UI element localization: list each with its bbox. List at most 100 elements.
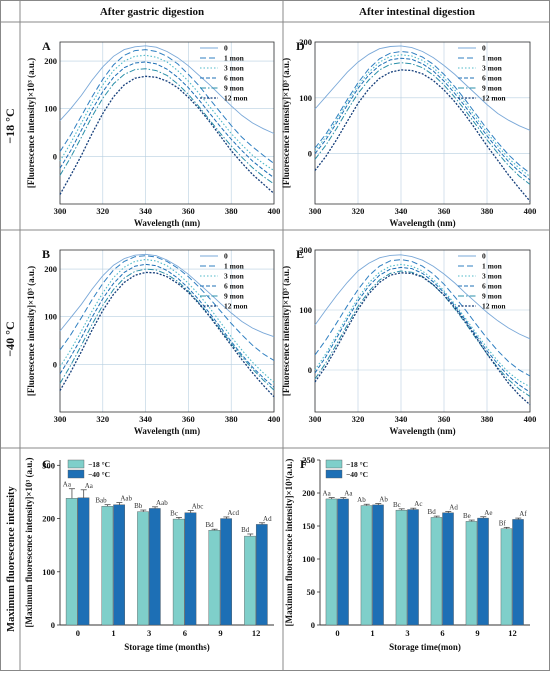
significance-label: Aab: [120, 495, 132, 503]
x-axis-label: Storage time (months): [124, 642, 209, 652]
series-line-1-mon: [314, 50, 531, 174]
y-axis-label: [Fluorescence intensity]×10³ (a.u.): [281, 58, 291, 188]
panel-letter-b: B: [42, 247, 50, 261]
x-tick-label: 9: [475, 628, 479, 638]
significance-label: Aa: [323, 490, 332, 498]
y-tick-label: 0: [308, 149, 312, 159]
legend-label: 1 mon: [224, 262, 245, 271]
series-line-0: [314, 45, 531, 131]
bar-minus40-1: [113, 504, 125, 626]
x-tick-label: 340: [395, 206, 408, 216]
x-axis-label: Wavelength (nm): [134, 426, 200, 436]
bar-minus18-3: [395, 509, 408, 626]
significance-label: Ad: [263, 515, 272, 523]
x-tick-label: 300: [54, 414, 67, 424]
legend-swatch: [325, 469, 343, 479]
series-line-6-mon: [59, 263, 275, 388]
bar-minus40-9: [220, 518, 232, 626]
legend-label: 6 mon: [224, 282, 245, 291]
legend-label: 9 mon: [482, 292, 503, 301]
series-line-0: [59, 253, 275, 338]
bar-minus40-0: [77, 497, 90, 626]
bar-minus40-3: [148, 508, 161, 626]
y-tick-label: 200: [299, 37, 312, 47]
x-tick-label: 360: [182, 414, 195, 424]
x-tick-label: 320: [96, 206, 109, 216]
series-line-3-mon: [59, 258, 275, 383]
series-line-9-mon: [59, 268, 275, 391]
panel-e: E 300 320 340 360 380 400 0 100 200 Wavelength (nm…: [281, 245, 536, 436]
y-axis-label: [Fluorescence intensity]×10³ (a.u.): [26, 58, 36, 188]
y-tick-label: 100: [299, 305, 312, 315]
plot-frame: [314, 249, 531, 413]
x-tick-label: 400: [268, 206, 281, 216]
x-tick-label: 400: [524, 206, 537, 216]
legend-label: 9 mon: [224, 84, 245, 93]
significance-label: Aa: [85, 482, 94, 490]
bar-minus18-12: [500, 528, 513, 626]
y-tick-label: 100: [302, 554, 315, 564]
y-tick-label: 0: [53, 359, 57, 369]
y-tick-label: 200: [302, 488, 315, 498]
x-tick-label: 340: [139, 414, 152, 424]
panel-letter-e: E: [296, 247, 304, 261]
legend-label: 6 mon: [224, 74, 245, 83]
bar-minus18-12: [244, 535, 256, 626]
x-tick-label: 300: [54, 206, 67, 216]
legend-swatch: [67, 469, 85, 479]
bar-minus18-6: [172, 518, 185, 626]
x-tick-label: 0: [335, 628, 339, 638]
series-line-3-mon: [59, 54, 275, 172]
legend-label: 3 mon: [224, 272, 245, 281]
panel-letter-f: F: [300, 457, 307, 471]
legend-label: 3 mon: [224, 64, 245, 73]
significance-label: Aab: [156, 499, 168, 507]
legend-label: 0: [224, 44, 228, 53]
y-tick-label: 100: [299, 93, 312, 103]
row-label-max-fluorescence: Maximum fluorescence intensity: [6, 485, 17, 631]
legend-label: 1 mon: [224, 54, 245, 63]
y-tick-label: 0: [51, 620, 55, 630]
bar-minus18-1: [101, 506, 114, 626]
y-tick-label: 300: [42, 460, 55, 470]
row-label-minus18: −18 °C: [3, 108, 17, 143]
series-line-6-mon: [314, 57, 531, 181]
panel-letter-d: D: [296, 39, 305, 53]
significance-label: Abc: [192, 503, 204, 511]
panel-letter-a: A: [42, 39, 51, 53]
x-tick-label: 400: [524, 414, 537, 424]
panel-d: D 300 320 340 360 380 400 0 100 200 Wavelength (nm…: [281, 37, 536, 228]
legend-label: 12 mon: [224, 302, 248, 311]
legend-label: 0: [482, 252, 486, 261]
series-line-0: [314, 254, 531, 340]
x-axis-label: Wavelength (nm): [389, 218, 455, 228]
y-tick-label: 250: [302, 455, 315, 465]
x-tick-label: 6: [440, 628, 444, 638]
bar-minus40-1: [372, 504, 384, 626]
significance-label: Acd: [227, 509, 239, 517]
plot-frame: [59, 41, 275, 205]
series-line-1-mon: [59, 49, 275, 164]
legend-label: −40 °C: [88, 470, 110, 479]
significance-label: Af: [519, 510, 527, 518]
x-tick-label: 380: [225, 206, 238, 216]
legend-swatch: [67, 459, 85, 469]
bar-minus18-9: [465, 521, 478, 626]
series-line-12-mon: [314, 69, 531, 202]
x-axis-label: Wavelength (nm): [134, 218, 200, 228]
series-line-1-mon: [59, 255, 275, 361]
x-tick-label: 3: [405, 628, 409, 638]
legend-label: 3 mon: [482, 272, 503, 281]
y-axis-label: [Maximum fluorescence intensity]×10³(a.u…: [284, 459, 294, 627]
series-line-1-mon: [314, 259, 531, 377]
bar-minus40-12: [255, 524, 268, 626]
bar-minus40-12: [512, 519, 524, 626]
significance-label: Ae: [484, 509, 492, 517]
x-tick-label: 9: [218, 628, 222, 638]
significance-label: Aa: [344, 490, 353, 498]
legend-label: 9 mon: [482, 84, 503, 93]
